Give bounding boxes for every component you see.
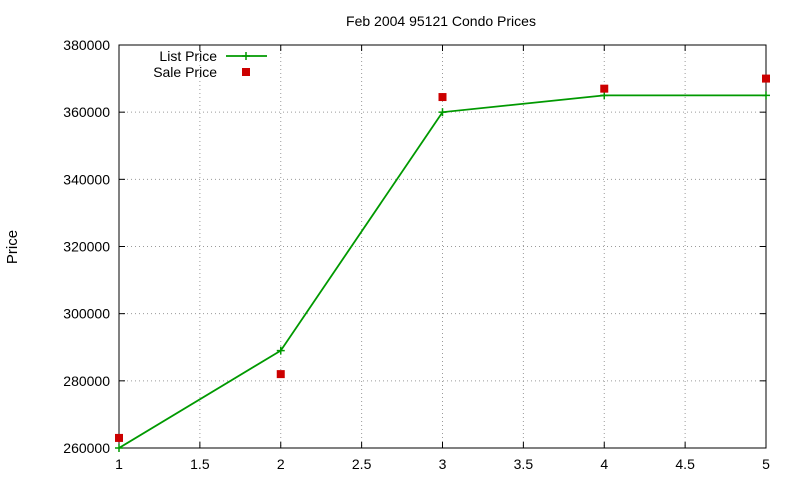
y-tick-label: 280000 bbox=[63, 373, 110, 389]
y-tick-label: 360000 bbox=[63, 104, 110, 120]
data-point-sale-price bbox=[276, 370, 285, 379]
legend-symbol-sale-price bbox=[242, 68, 250, 76]
data-point-list-price bbox=[438, 108, 447, 117]
x-tick-label: 3.5 bbox=[514, 456, 534, 472]
x-tick-label: 5 bbox=[762, 456, 770, 472]
legend-marker-list-price bbox=[242, 52, 250, 60]
legend-marker-sale-price bbox=[242, 68, 250, 76]
series-sale-price bbox=[115, 74, 770, 442]
y-tick-label: 340000 bbox=[63, 171, 110, 187]
y-tick-label: 260000 bbox=[63, 440, 110, 456]
x-tick-label: 1.5 bbox=[190, 456, 210, 472]
series-list-price bbox=[115, 91, 770, 452]
y-axis-label: Price bbox=[4, 230, 21, 264]
x-tick-label: 2 bbox=[277, 456, 285, 472]
series-layer bbox=[115, 74, 770, 452]
data-point-sale-price bbox=[600, 84, 609, 93]
data-point-list-price bbox=[115, 444, 123, 452]
x-tick-label: 2.5 bbox=[352, 456, 372, 472]
y-tick-label: 300000 bbox=[63, 306, 110, 322]
y-tick-label: 320000 bbox=[63, 239, 110, 255]
data-point-sale-price bbox=[438, 93, 447, 102]
data-point-list-price bbox=[600, 91, 609, 100]
x-tick-label: 3 bbox=[439, 456, 447, 472]
legend-symbol-list-price bbox=[226, 52, 267, 60]
data-point-sale-price bbox=[115, 433, 123, 442]
x-tick-label: 4.5 bbox=[675, 456, 695, 472]
data-point-list-price bbox=[276, 346, 285, 355]
legend-label-sale-price: Sale Price bbox=[153, 64, 217, 80]
legend-label-list-price: List Price bbox=[159, 48, 217, 64]
x-tick-label: 4 bbox=[600, 456, 608, 472]
x-tick-label: 1 bbox=[115, 456, 123, 472]
data-point-sale-price bbox=[762, 74, 770, 83]
chart-title: Feb 2004 95121 Condo Prices bbox=[346, 13, 536, 29]
data-point-list-price bbox=[762, 91, 770, 100]
axis-ticks: 1 1.5 2 2.5 3 3.5 4 4.5 5 260000 280000 300000 32000… bbox=[63, 37, 770, 472]
y-tick-label: 380000 bbox=[63, 37, 110, 53]
